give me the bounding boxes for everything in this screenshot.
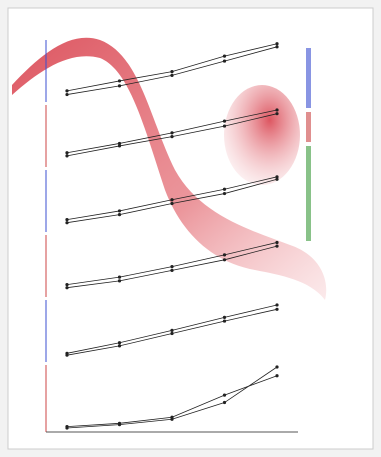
point — [118, 279, 121, 282]
point — [275, 175, 278, 178]
point — [275, 245, 278, 248]
point — [275, 308, 278, 311]
point — [223, 188, 226, 191]
point — [223, 55, 226, 58]
point — [170, 131, 173, 134]
point — [170, 198, 173, 201]
point — [118, 213, 121, 216]
point — [275, 42, 278, 45]
point — [223, 394, 226, 397]
point — [65, 286, 68, 289]
chart — [0, 0, 381, 457]
point — [275, 365, 278, 368]
point — [275, 112, 278, 115]
point — [65, 154, 68, 157]
point — [170, 269, 173, 272]
point — [170, 202, 173, 205]
point — [275, 374, 278, 377]
point — [223, 124, 226, 127]
point — [65, 283, 68, 286]
point — [223, 401, 226, 404]
point — [118, 142, 121, 145]
point — [223, 253, 226, 256]
point — [170, 332, 173, 335]
point — [65, 89, 68, 92]
point — [118, 344, 121, 347]
point — [118, 341, 121, 344]
decorative-blob — [224, 85, 300, 185]
point — [65, 425, 68, 428]
point — [275, 45, 278, 48]
point — [170, 135, 173, 138]
point — [223, 316, 226, 319]
point — [170, 74, 173, 77]
point — [170, 265, 173, 268]
point — [170, 329, 173, 332]
point — [275, 303, 278, 306]
point — [223, 120, 226, 123]
point — [65, 151, 68, 154]
point — [223, 319, 226, 322]
point — [118, 276, 121, 279]
point — [275, 241, 278, 244]
point — [118, 422, 121, 425]
point — [223, 192, 226, 195]
point — [275, 108, 278, 111]
point — [223, 59, 226, 62]
point — [118, 84, 121, 87]
point — [170, 70, 173, 73]
point — [65, 352, 68, 355]
point — [223, 258, 226, 261]
point — [118, 209, 121, 212]
point — [65, 93, 68, 96]
point — [65, 218, 68, 221]
point — [170, 416, 173, 419]
point — [65, 221, 68, 224]
point — [118, 79, 121, 82]
